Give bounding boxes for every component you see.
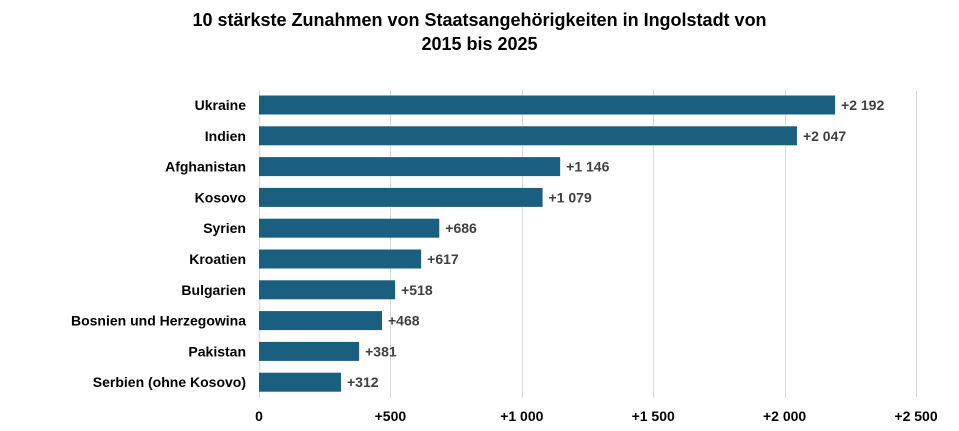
- value-label: +468: [388, 313, 420, 329]
- x-axis-tick-labels: 0 +500 +1 000 +1 500 +2 000 +2 500: [255, 408, 938, 424]
- bar: [259, 372, 341, 392]
- value-label: +381: [365, 343, 397, 359]
- x-tick-label: 0: [255, 408, 263, 424]
- category-label: Ukraine: [195, 97, 247, 113]
- category-label: Kroatien: [189, 251, 246, 267]
- category-labels: Ukraine Indien Afghanistan Kosovo Syrien Kroa…: [71, 97, 246, 390]
- bar: [259, 311, 382, 331]
- value-label: +1 146: [566, 159, 609, 175]
- category-label: Indien: [205, 128, 246, 144]
- value-label: +1 079: [549, 189, 592, 205]
- value-label: +518: [401, 282, 433, 298]
- category-label: Serbien (ohne Kosovo): [93, 374, 246, 390]
- x-tick-label: +2 500: [894, 408, 937, 424]
- bar: [259, 126, 797, 146]
- value-label: +2 047: [803, 128, 846, 144]
- category-label: Kosovo: [195, 189, 246, 205]
- chart-title: 10 stärkste Zunahmen von Staatsangehörig…: [0, 8, 959, 56]
- bar: [259, 280, 396, 300]
- category-label: Bulgarien: [181, 282, 246, 298]
- bars: [259, 95, 836, 392]
- x-tick-label: +1 000: [500, 408, 543, 424]
- x-tick-label: +1 500: [632, 408, 675, 424]
- category-label: Syrien: [203, 220, 246, 236]
- x-tick-label: +500: [375, 408, 407, 424]
- bar: [259, 95, 836, 115]
- bar: [259, 157, 561, 177]
- bar: [259, 341, 360, 361]
- category-label: Afghanistan: [165, 159, 246, 175]
- category-label: Pakistan: [188, 343, 246, 359]
- chart-title-line-1: 10 stärkste Zunahmen von Staatsangehörig…: [192, 10, 767, 30]
- chart-title-line-2: 2015 bis 2025: [421, 34, 538, 54]
- bar: [259, 249, 422, 269]
- bar: [259, 218, 440, 238]
- value-label: +686: [445, 220, 477, 236]
- value-label: +617: [427, 251, 459, 267]
- bar: [259, 187, 543, 207]
- category-label: Bosnien und Herzegowina: [71, 313, 246, 329]
- value-label: +2 192: [841, 97, 884, 113]
- value-labels: +2 192 +2 047 +1 146 +1 079 +686 +617 +518 +468…: [347, 97, 884, 390]
- x-tick-label: +2 000: [763, 408, 806, 424]
- value-label: +312: [347, 374, 379, 390]
